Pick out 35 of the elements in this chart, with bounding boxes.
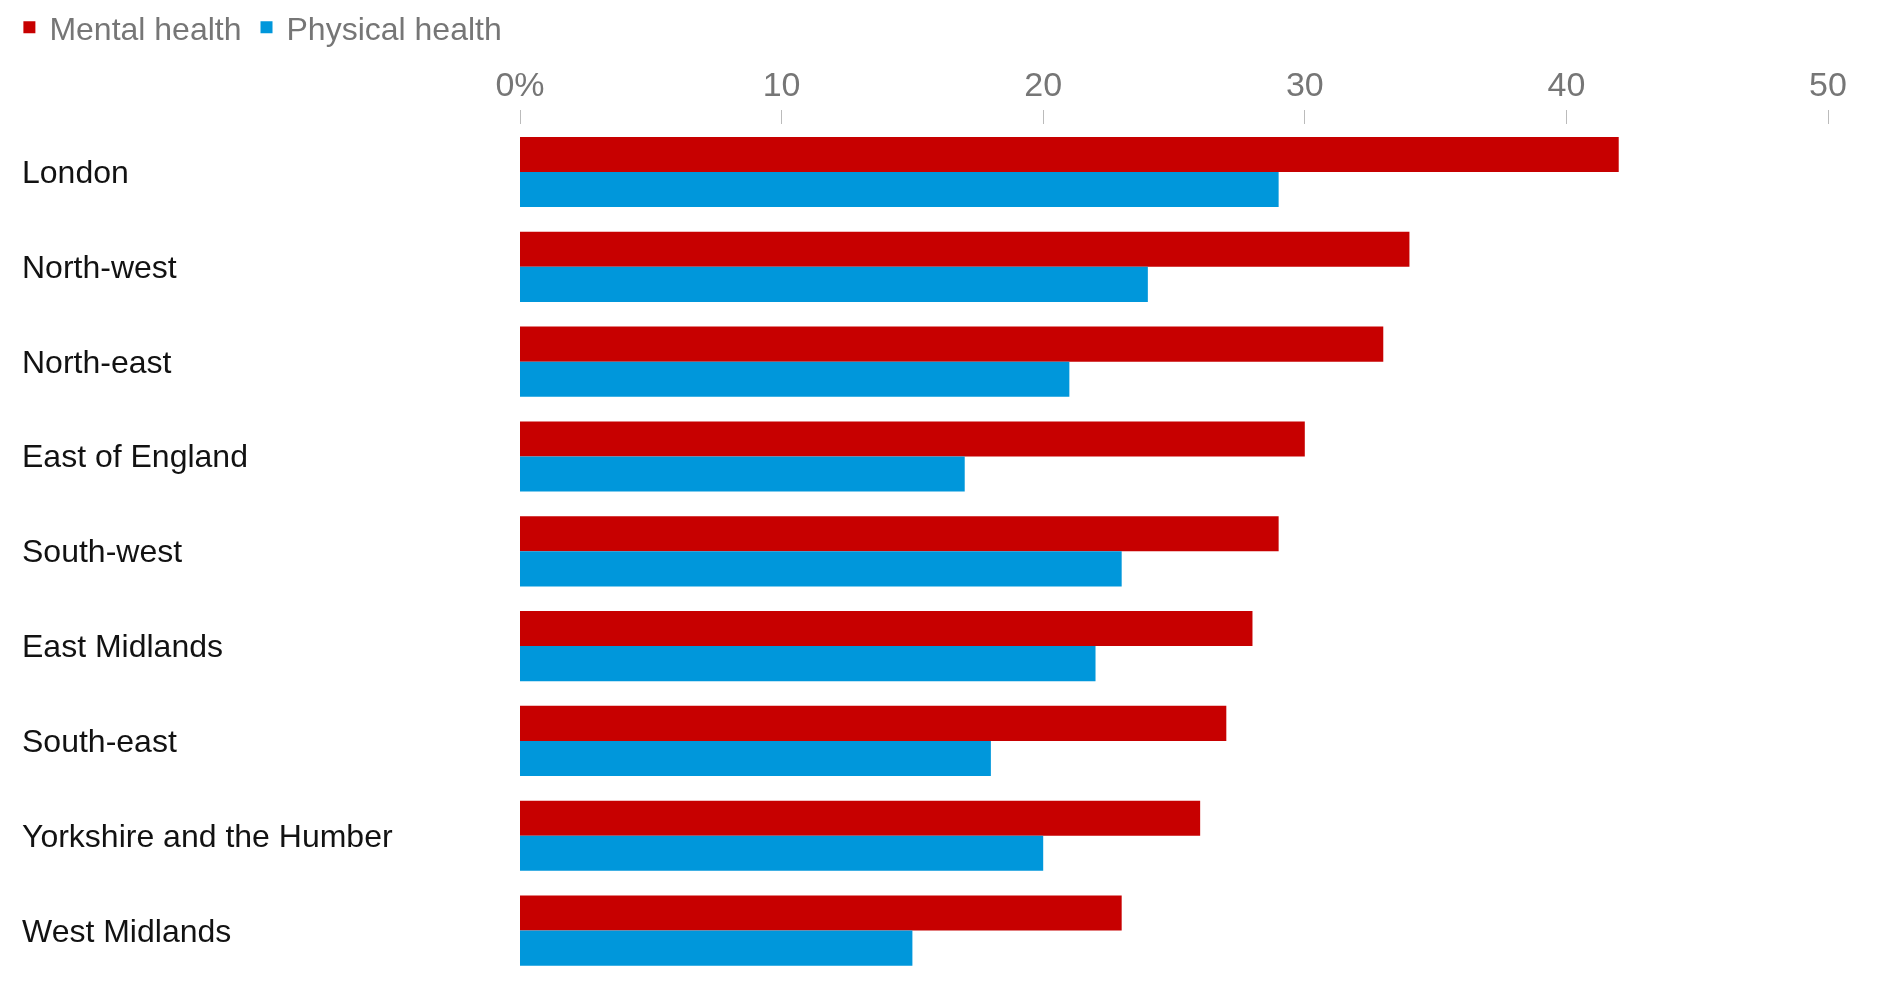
bar [520,421,1305,457]
y-tick-label: East Midlands [22,628,223,664]
bar [520,326,1384,362]
y-tick-label: West Midlands [22,913,232,949]
bar [520,172,1279,208]
x-tick-label: 30 [1285,65,1324,103]
bar [520,516,1279,552]
y-tick-label: East of England [22,438,248,474]
bar [520,231,1410,267]
x-tick-label: 40 [1547,65,1586,103]
bar [520,930,913,966]
legend-label: Mental health [49,10,242,47]
bar [520,456,965,492]
bar [520,646,1096,682]
y-tick-label: North-east [22,344,172,380]
y-tick-label: London [22,154,129,190]
y-tick-label: North-west [22,249,177,285]
bar [520,266,1148,302]
y-tick-label: South-west [22,533,183,569]
y-tick-label: South-east [22,723,177,759]
bar [520,611,1253,647]
bar [520,895,1122,931]
legend-label: Physical health [286,10,502,47]
y-tick-label: Yorkshire and the Humber [22,818,393,854]
bar [520,136,1619,173]
x-tick-label: 50 [1809,65,1847,103]
bar [520,800,1201,836]
bar [520,740,991,777]
x-tick-label: 20 [1024,65,1063,103]
x-tick-label: 0% [495,65,545,103]
x-tick-label: 10 [762,65,801,103]
bar [520,551,1122,587]
bar [520,705,1227,741]
bar [520,835,1044,871]
bar [520,361,1070,397]
